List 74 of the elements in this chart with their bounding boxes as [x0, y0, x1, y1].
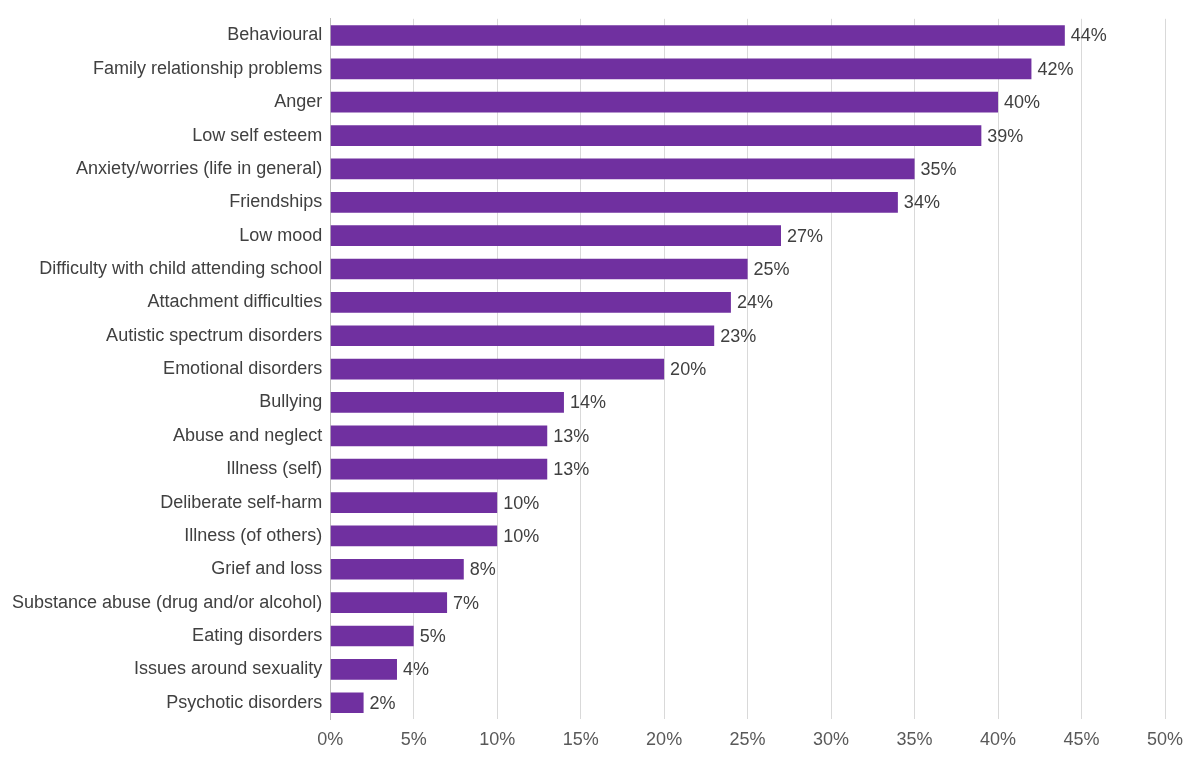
x-tick-label: 50% — [1146, 729, 1184, 750]
bar — [330, 659, 397, 680]
bar — [330, 392, 564, 413]
data-label: 42% — [1037, 58, 1074, 79]
data-label: 7% — [453, 592, 480, 613]
x-tick-label: 20% — [646, 729, 683, 750]
data-label: 25% — [753, 258, 790, 279]
bar — [330, 425, 548, 447]
x-tick-label: 15% — [562, 729, 599, 750]
x-tick-label: 40% — [980, 729, 1017, 750]
y-tick-label: Abuse and neglect — [173, 424, 323, 445]
data-label: 40% — [1004, 92, 1041, 113]
data-label: 8% — [469, 559, 496, 580]
bar — [330, 125, 982, 146]
y-tick-label: Deliberate self-harm — [160, 491, 323, 512]
data-label: 44% — [1070, 25, 1107, 46]
data-label: 14% — [569, 392, 606, 413]
data-label: 10% — [503, 525, 540, 546]
y-tick-label: Substance abuse (drug and/or alcohol) — [12, 591, 323, 612]
bar — [330, 58, 1032, 80]
bar — [330, 592, 448, 613]
x-tick-label: 30% — [813, 729, 850, 750]
data-label: 24% — [736, 292, 773, 313]
bar — [330, 258, 748, 280]
y-tick-label: Illness (self) — [226, 458, 323, 479]
x-tick-label: 10% — [479, 729, 516, 750]
data-label: 39% — [987, 125, 1024, 146]
y-tick-label: Eating disorders — [192, 624, 323, 645]
y-tick-label: Low self esteem — [192, 124, 323, 145]
y-tick-label: Low mood — [239, 224, 323, 245]
y-tick-label: Illness (of others) — [184, 524, 323, 545]
data-label: 5% — [419, 625, 446, 646]
y-tick-label: Anger — [274, 91, 323, 112]
data-label: 23% — [720, 325, 757, 346]
data-label: 27% — [786, 225, 824, 246]
y-tick-label: Emotional disorders — [163, 358, 323, 379]
y-tick-label: Autistic spectrum disorders — [106, 324, 323, 345]
x-tick-label: 0% — [317, 729, 344, 750]
y-tick-label: Difficulty with child attending school — [39, 257, 323, 278]
x-tick-label: 35% — [896, 729, 933, 750]
y-tick-label: Friendships — [229, 191, 323, 212]
bar — [330, 325, 715, 347]
bar — [330, 692, 364, 714]
y-tick-label: Grief and loss — [211, 558, 323, 579]
data-label: 34% — [903, 192, 940, 213]
y-tick-label: Family relationship problems — [93, 57, 323, 78]
bar — [330, 358, 665, 380]
y-tick-label: Bullying — [259, 391, 323, 412]
y-tick-label: Issues around sexuality — [134, 658, 323, 679]
bar — [330, 91, 999, 113]
x-tick-label: 5% — [400, 729, 427, 750]
bar — [330, 158, 915, 180]
data-label: 20% — [670, 359, 707, 380]
x-tick-label: 45% — [1063, 729, 1100, 750]
bar — [330, 25, 1065, 46]
data-label: 13% — [553, 459, 590, 480]
bar — [330, 625, 414, 647]
data-label: 13% — [553, 425, 590, 446]
bar — [330, 525, 498, 547]
bar — [330, 292, 731, 313]
y-tick-label: Attachment difficulties — [147, 291, 323, 312]
data-label: 4% — [402, 659, 429, 680]
data-label: 10% — [503, 492, 540, 513]
bar — [330, 492, 498, 513]
data-label: 2% — [369, 692, 396, 713]
x-tick-label: 25% — [729, 729, 766, 750]
bar — [330, 558, 464, 580]
bar — [330, 191, 898, 213]
data-label: 35% — [920, 158, 957, 179]
y-tick-label: Behavioural — [227, 24, 323, 45]
y-tick-label: Psychotic disorders — [166, 691, 323, 712]
y-tick-label: Anxiety/worries (life in general) — [76, 157, 323, 178]
bar — [330, 225, 781, 246]
bar — [330, 458, 548, 480]
